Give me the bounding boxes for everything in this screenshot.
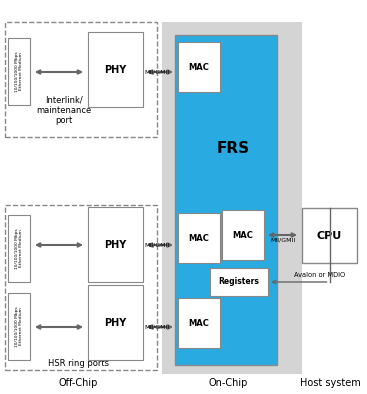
Bar <box>8 38 30 105</box>
Bar <box>210 268 268 296</box>
Text: MII/GMII: MII/GMII <box>144 69 170 74</box>
Text: Registers: Registers <box>219 277 259 286</box>
Text: 10/100/1000 Mbps
Ethernet Medium: 10/100/1000 Mbps Ethernet Medium <box>15 228 23 269</box>
Bar <box>88 285 143 360</box>
Text: Host system: Host system <box>299 378 360 388</box>
Text: HSR ring ports: HSR ring ports <box>47 359 109 368</box>
Bar <box>88 207 143 282</box>
Text: PHY: PHY <box>104 318 127 327</box>
Text: Off-Chip: Off-Chip <box>58 378 98 388</box>
Text: 10/100/1000 Mbps
Ethernet Medium: 10/100/1000 Mbps Ethernet Medium <box>15 306 23 347</box>
Text: MII/GMII: MII/GMII <box>144 242 170 247</box>
Text: MAC: MAC <box>189 318 210 327</box>
Bar <box>178 42 220 92</box>
Bar <box>8 215 30 282</box>
Bar <box>222 210 264 260</box>
Bar <box>5 22 157 137</box>
Text: MAC: MAC <box>189 63 210 71</box>
Text: CPU: CPU <box>317 230 342 240</box>
Text: Avalon or MDIO: Avalon or MDIO <box>294 272 346 278</box>
Text: MAC: MAC <box>233 230 254 240</box>
Text: MII/GMII: MII/GMII <box>144 325 170 329</box>
Bar <box>178 298 220 348</box>
Text: MII/GMII: MII/GMII <box>270 238 296 242</box>
Bar <box>5 205 157 370</box>
Bar <box>178 213 220 263</box>
Text: PHY: PHY <box>104 65 127 74</box>
Text: 10/100/1000 Mbps
Ethernet Medium: 10/100/1000 Mbps Ethernet Medium <box>15 51 23 92</box>
Text: MAC: MAC <box>189 234 210 242</box>
Text: FRS: FRS <box>217 141 250 156</box>
Bar <box>162 22 302 374</box>
Text: On-Chip: On-Chip <box>208 378 248 388</box>
Bar <box>302 208 357 263</box>
Text: Interlink/
maintenance
port: Interlink/ maintenance port <box>36 95 92 125</box>
Bar <box>175 35 277 365</box>
Bar <box>88 32 143 107</box>
Text: PHY: PHY <box>104 240 127 249</box>
Bar <box>8 293 30 360</box>
